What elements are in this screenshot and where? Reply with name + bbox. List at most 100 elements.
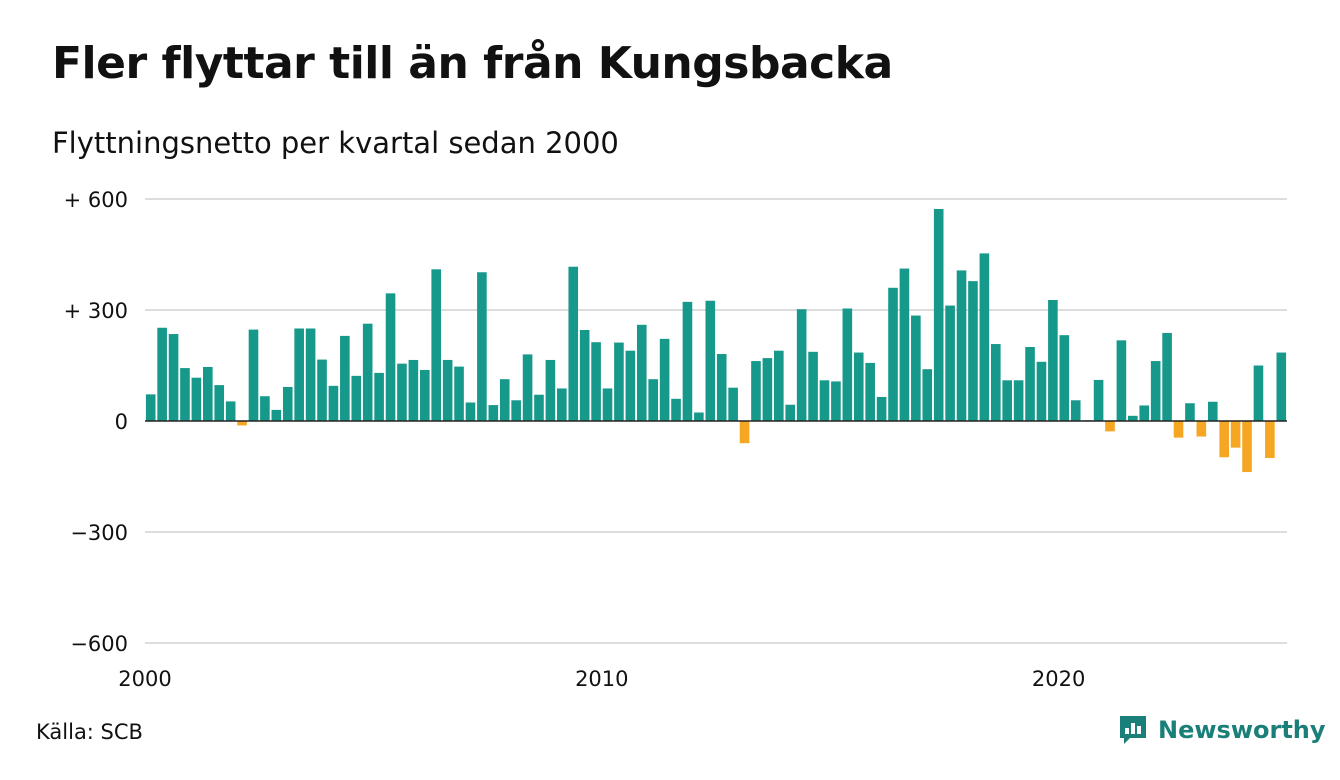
- bar: 2015 K4: 157: [865, 362, 875, 421]
- bar: 2018 K3: 208: [990, 344, 1001, 421]
- bar: 2001 K4: 53: [225, 401, 236, 421]
- bar: 2000 K3: 235: [168, 334, 179, 421]
- bar: 2012 K2: 325: [705, 300, 716, 421]
- bar: 2001 K2: 146: [203, 366, 213, 421]
- bar: 2019 K4: 327: [1048, 300, 1058, 421]
- bar: 2018 K4: 110: [1002, 380, 1013, 421]
- bar: 2008 K4: 165: [545, 359, 556, 421]
- bar: 2007 K2: 402: [477, 272, 487, 421]
- bar: 2015 K2: 304: [842, 308, 853, 421]
- bar: 2004 K1: 95: [328, 385, 339, 421]
- bar: 2012 K4: 90: [728, 387, 738, 421]
- bar: 2010 K2: 212: [614, 342, 624, 421]
- bar: 2010 K3: 190: [625, 350, 636, 421]
- bar: 2017 K1: 140: [922, 369, 933, 421]
- x-tick-label: 2020: [1032, 667, 1085, 691]
- x-axis-ticks: 2000 2010 2020: [118, 667, 1085, 691]
- y-tick-label: + 600: [64, 188, 128, 212]
- bar: 2016 K1: 65: [876, 396, 887, 421]
- bar: 2002 K1: -12: [237, 421, 247, 426]
- bar: 2013 K2: 162: [751, 361, 761, 421]
- bar: 2007 K1: 50: [465, 402, 476, 421]
- bar: 2009 K1: 88: [557, 388, 567, 421]
- chart-subtitle: Flyttningsnetto per kvartal sedan 2000: [52, 126, 619, 160]
- bar: 2008 K1: 56: [511, 400, 521, 421]
- bar: 2003 K3: 250: [305, 328, 316, 421]
- bar: 2016 K4: 285: [911, 315, 921, 421]
- bar-chart: 2000 K1: 722000 K2: 2522000 K3: 2352000 …: [64, 188, 1287, 691]
- x-tick-label: 2000: [118, 667, 171, 691]
- bar: 2008 K3: 71: [534, 394, 544, 421]
- bar: 2013 K4: 190: [774, 350, 784, 421]
- bar: 2017 K3: 312: [945, 305, 955, 421]
- bar: 2017 K2: 573: [933, 208, 944, 421]
- bar: 2024 K2: 150: [1253, 365, 1264, 421]
- bar: 2018 K2: 453: [979, 253, 990, 421]
- bar: 2002 K4: 30: [271, 409, 282, 421]
- bar: 2005 K3: 155: [397, 363, 407, 421]
- bar: 2022 K4: 48: [1185, 403, 1195, 421]
- bar: 2023 K4: -72: [1230, 421, 1241, 448]
- bar: 2010 K4: 260: [636, 324, 647, 421]
- brand-logo: Newsworthy: [1118, 714, 1326, 746]
- bar: 2005 K2: 345: [385, 293, 396, 421]
- bar: 2017 K4: 407: [956, 270, 967, 421]
- bar: 2000 K4: 143: [180, 368, 190, 421]
- bar: 2001 K1: 117: [191, 377, 202, 421]
- bar: 2020 K4: 111: [1093, 379, 1104, 421]
- bar: 2014 K4: 110: [819, 380, 830, 421]
- bar: 2021 K4: 42: [1139, 405, 1150, 421]
- bar: 2014 K3: 187: [808, 351, 818, 421]
- y-tick-label: −300: [70, 521, 128, 545]
- bar: 2001 K3: 97: [214, 385, 225, 421]
- bar: 2011 K3: 60: [671, 398, 681, 421]
- bar: 2023 K2: 52: [1207, 401, 1218, 421]
- bar: 2018 K1: 378: [968, 281, 978, 421]
- bar: 2006 K2: 410: [431, 269, 442, 421]
- bar: 2011 K4: 322: [682, 301, 693, 421]
- bar: 2016 K2: 360: [888, 287, 898, 421]
- bar: 2023 K1: -42: [1196, 421, 1207, 437]
- bar: 2004 K3: 122: [351, 375, 362, 421]
- bar: 2014 K2: 302: [796, 309, 807, 421]
- bar: 2003 K1: 92: [282, 386, 293, 421]
- bar: 2016 K3: 412: [899, 268, 910, 421]
- bar: 2008 K2: 180: [522, 354, 533, 421]
- bar: 2009 K3: 246: [579, 329, 590, 421]
- bar: 2011 K2: 222: [659, 338, 670, 421]
- bar: 2002 K2: 247: [248, 329, 259, 421]
- bar: 2000 K1: 72: [145, 394, 156, 421]
- bars: 2000 K1: 722000 K2: 2522000 K3: 2352000 …: [145, 208, 1287, 473]
- x-tick-label: 2010: [575, 667, 628, 691]
- bar: 2022 K1: 162: [1150, 361, 1161, 421]
- source-note: Källa: SCB: [36, 720, 143, 744]
- newsworthy-logo-icon: [1120, 716, 1146, 744]
- bar: 2007 K3: 43: [488, 405, 499, 421]
- bar: 2003 K2: 250: [294, 328, 304, 421]
- bar: 2004 K2: 230: [340, 335, 350, 421]
- bar: 2002 K3: 67: [260, 396, 270, 421]
- bar: 2022 K2: 238: [1162, 332, 1172, 421]
- bar: 2004 K4: 263: [362, 323, 373, 421]
- bar: 2006 K1: 138: [419, 369, 430, 421]
- bar: 2007 K4: 113: [499, 379, 510, 421]
- bar: 2022 K3: -45: [1173, 421, 1184, 438]
- bar: 2020 K2: 56: [1070, 400, 1081, 421]
- y-tick-label: + 300: [64, 299, 128, 323]
- bar: 2019 K2: 200: [1025, 347, 1035, 421]
- bar: 2015 K1: 107: [831, 381, 841, 421]
- bar: 2006 K3: 165: [442, 359, 453, 421]
- bar: 2005 K1: 130: [374, 372, 384, 421]
- bar: 2021 K1: -28: [1105, 421, 1115, 432]
- bar: 2020 K1: 232: [1059, 335, 1070, 421]
- bar: 2024 K3: -100: [1265, 421, 1275, 458]
- bar: 2000 K2: 252: [157, 327, 167, 421]
- bar: 2024 K1: -138: [1242, 421, 1252, 473]
- y-tick-label: 0: [115, 410, 128, 434]
- bar: 2021 K2: 218: [1116, 340, 1127, 421]
- bar: 2009 K4: 213: [591, 342, 601, 421]
- bar: 2003 K4: 166: [317, 359, 327, 421]
- y-tick-label: −600: [70, 632, 128, 656]
- bar: 2013 K1: -60: [739, 421, 750, 444]
- bar: 2013 K3: 170: [762, 358, 773, 421]
